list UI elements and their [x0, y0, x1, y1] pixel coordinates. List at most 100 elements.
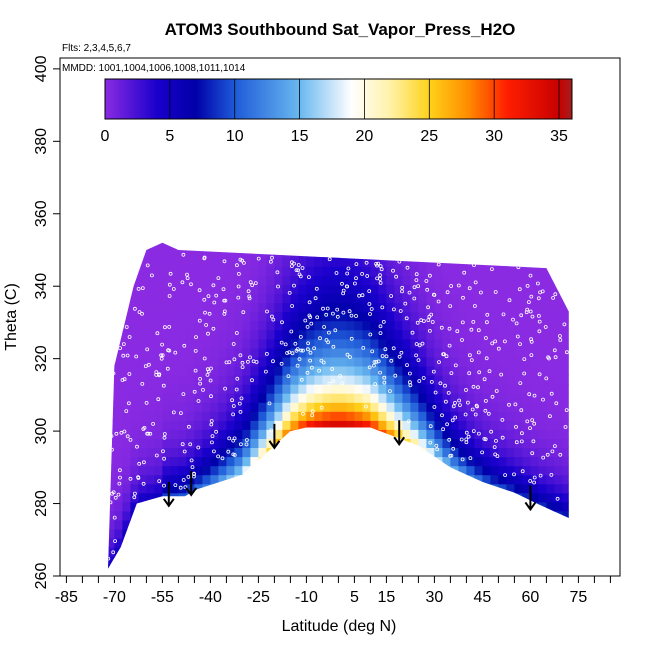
- field-cell: [98, 511, 107, 521]
- field-cell: [386, 248, 395, 258]
- field-cell: [266, 528, 275, 539]
- field-cell: [402, 538, 411, 548]
- field-cell: [330, 556, 339, 566]
- sample-point: [206, 331, 210, 336]
- field-cell: [170, 510, 179, 521]
- field-cell: [154, 338, 163, 349]
- field-cell: [338, 230, 347, 240]
- field-cell: [362, 221, 371, 231]
- field-cell: [450, 501, 459, 512]
- field-cell: [554, 338, 563, 349]
- sample-point: [426, 305, 431, 310]
- field-cell: [162, 266, 171, 276]
- field-cell: [146, 356, 155, 367]
- field-cell: [322, 375, 331, 385]
- field-cell: [226, 230, 235, 240]
- field-cell: [282, 420, 291, 430]
- field-cell: [354, 528, 363, 539]
- field-cell: [474, 347, 483, 358]
- field-cell: [562, 474, 569, 485]
- field-cell: [442, 492, 451, 503]
- field-cell: [242, 365, 251, 376]
- field-cell: [114, 393, 123, 403]
- field-cell: [506, 293, 515, 304]
- field-cell: [434, 393, 443, 403]
- colorbar-gradient: [104, 78, 573, 120]
- sample-point: [346, 266, 351, 271]
- field-cell: [282, 547, 291, 557]
- field-cell: [370, 538, 379, 548]
- sample-point: [238, 442, 243, 447]
- sample-point: [564, 408, 569, 413]
- sample-point: [267, 401, 272, 406]
- field-cell: [354, 492, 363, 503]
- field-cell: [490, 465, 499, 476]
- field-cell: [218, 293, 227, 304]
- field-cell: [162, 438, 171, 448]
- field-cell: [522, 242, 531, 249]
- field-cell: [234, 538, 243, 548]
- field-cell: [108, 302, 115, 313]
- field-cell: [330, 384, 339, 394]
- field-cell: [538, 338, 547, 349]
- field-cell: [194, 547, 203, 557]
- field-cell: [234, 338, 243, 349]
- field-cell: [170, 302, 179, 313]
- sample-point: [295, 363, 300, 368]
- sample-point: [154, 372, 159, 377]
- sample-point: [391, 307, 396, 312]
- field-cell: [482, 393, 491, 403]
- field-cell: [314, 501, 323, 512]
- field-cell: [98, 330, 107, 340]
- field-cell: [290, 284, 299, 295]
- field-cell: [562, 356, 569, 367]
- field-cell: [234, 230, 243, 240]
- field-cell: [386, 293, 395, 304]
- field-cell: [226, 565, 235, 569]
- sample-point: [447, 326, 452, 331]
- field-cell: [570, 303, 579, 313]
- field-cell: [186, 447, 195, 458]
- field-cell: [386, 501, 395, 512]
- field-cell: [546, 338, 555, 349]
- field-cell: [130, 393, 139, 403]
- field-cell: [322, 429, 331, 439]
- field-cell: [370, 411, 379, 421]
- field-cell: [450, 320, 459, 331]
- field-cell: [538, 547, 547, 557]
- sample-point: [216, 276, 221, 281]
- field-cell: [490, 257, 499, 267]
- field-cell: [506, 356, 515, 367]
- field-cell: [498, 402, 507, 412]
- sample-point: [490, 341, 495, 346]
- field-cell: [226, 338, 235, 349]
- sample-point: [178, 485, 183, 490]
- field-cell: [314, 221, 323, 231]
- field-cell: [498, 429, 507, 439]
- field-cell: [370, 510, 379, 521]
- field-cell: [394, 411, 403, 421]
- field-cell: [122, 347, 131, 358]
- field-cell: [290, 293, 299, 304]
- field-cell: [258, 547, 267, 557]
- field-cell: [178, 556, 187, 566]
- field-cell: [306, 320, 315, 331]
- sample-point: [518, 381, 523, 386]
- field-cell: [106, 230, 115, 240]
- field-cell: [218, 456, 227, 467]
- field-cell: [354, 556, 363, 566]
- field-cell: [554, 230, 563, 240]
- field-cell: [514, 547, 523, 557]
- field-cell: [250, 465, 259, 476]
- field-cell: [434, 221, 443, 231]
- sample-point: [345, 271, 350, 276]
- field-cell: [314, 565, 323, 569]
- field-cell: [538, 528, 547, 539]
- field-cell: [226, 221, 235, 231]
- sample-point: [206, 294, 211, 299]
- field-cell: [402, 320, 411, 331]
- sample-point: [360, 271, 365, 276]
- sample-point: [482, 436, 487, 441]
- sample-point: [181, 478, 186, 482]
- sample-point: [210, 434, 215, 439]
